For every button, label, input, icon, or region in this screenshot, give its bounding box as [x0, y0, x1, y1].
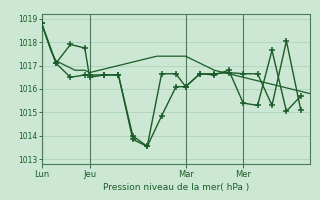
- X-axis label: Pression niveau de la mer( hPa ): Pression niveau de la mer( hPa ): [103, 183, 249, 192]
